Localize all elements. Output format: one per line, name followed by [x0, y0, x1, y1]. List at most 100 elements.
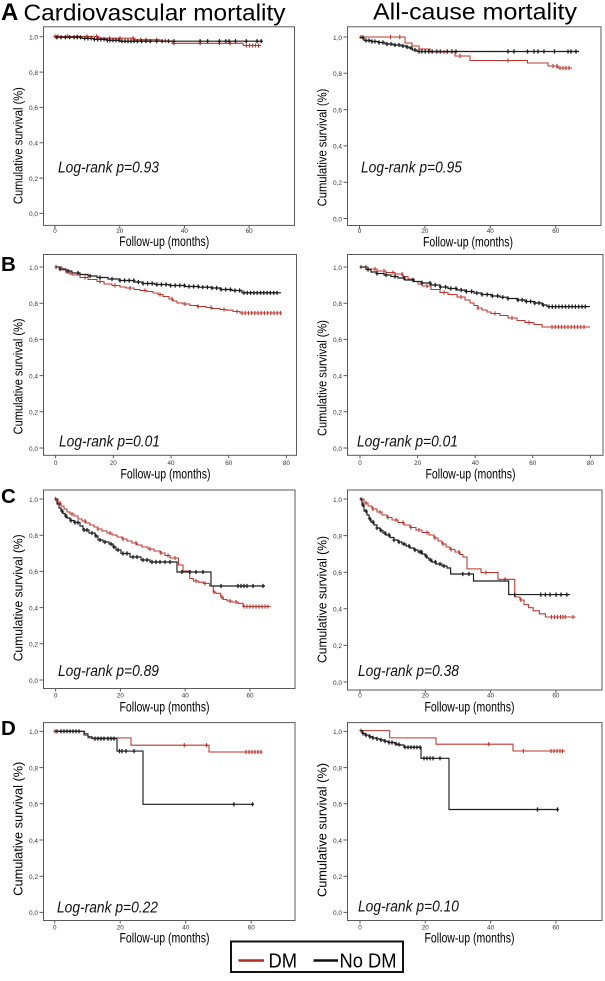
svg-text:0,2: 0,2 [29, 874, 38, 881]
svg-text:Follow-up (months): Follow-up (months) [120, 930, 210, 946]
svg-text:0,2: 0,2 [333, 180, 342, 187]
svg-text:Follow-up (months): Follow-up (months) [423, 233, 513, 249]
svg-text:20: 20 [422, 924, 430, 931]
svg-text:0,6: 0,6 [333, 570, 342, 577]
svg-text:0,2: 0,2 [333, 874, 342, 881]
svg-text:0,8: 0,8 [333, 765, 342, 772]
svg-text:40: 40 [167, 460, 175, 467]
svg-text:Cumulative survival (%): Cumulative survival (%) [11, 762, 26, 896]
svg-text:0,0: 0,0 [333, 680, 342, 687]
svg-text:0,0: 0,0 [333, 446, 342, 453]
svg-text:80: 80 [283, 460, 291, 467]
svg-text:0: 0 [358, 460, 362, 467]
svg-text:40: 40 [487, 924, 495, 931]
svg-text:0: 0 [358, 924, 362, 931]
svg-text:0,2: 0,2 [29, 176, 38, 183]
svg-text:Follow-up (months): Follow-up (months) [120, 698, 210, 714]
svg-text:0,0: 0,0 [29, 211, 38, 218]
svg-text:0,6: 0,6 [333, 337, 342, 344]
svg-text:Follow-up (months): Follow-up (months) [119, 233, 209, 249]
svg-text:60: 60 [529, 460, 537, 467]
svg-text:Follow-up (months): Follow-up (months) [425, 698, 515, 714]
svg-text:0,0: 0,0 [333, 216, 342, 223]
svg-text:No DM: No DM [340, 950, 397, 973]
svg-text:20: 20 [117, 924, 125, 931]
svg-text:0,4: 0,4 [29, 838, 38, 845]
svg-text:Cumulative survival (%): Cumulative survival (%) [11, 534, 26, 661]
svg-text:C: C [1, 485, 16, 508]
svg-text:Follow-up (months): Follow-up (months) [425, 930, 515, 946]
svg-text:0: 0 [53, 924, 57, 931]
svg-text:0,8: 0,8 [29, 70, 38, 77]
svg-text:1,0: 1,0 [333, 497, 342, 504]
svg-text:Cardiovascular mortality: Cardiovascular mortality [24, 0, 286, 26]
svg-text:Log-rank p=0.22: Log-rank p=0.22 [57, 900, 158, 917]
svg-text:0,6: 0,6 [29, 802, 38, 809]
svg-text:Follow-up (months): Follow-up (months) [426, 465, 516, 481]
svg-text:0,8: 0,8 [333, 71, 342, 78]
svg-text:DM: DM [269, 950, 298, 973]
svg-text:1,0: 1,0 [333, 35, 342, 42]
svg-text:80: 80 [587, 460, 595, 467]
svg-text:1,0: 1,0 [29, 497, 38, 504]
svg-text:Log-rank p=0.01: Log-rank p=0.01 [59, 434, 160, 451]
svg-text:0,2: 0,2 [29, 642, 38, 649]
svg-text:60: 60 [225, 460, 233, 467]
svg-text:Log-rank p=0.93: Log-rank p=0.93 [58, 160, 159, 177]
svg-text:0: 0 [358, 693, 362, 700]
svg-text:0,4: 0,4 [333, 373, 342, 380]
svg-text:Follow-up (months): Follow-up (months) [121, 465, 211, 481]
svg-text:1,0: 1,0 [29, 35, 38, 42]
svg-text:Log-rank p=0.10: Log-rank p=0.10 [358, 899, 459, 916]
svg-text:0,4: 0,4 [29, 141, 38, 148]
svg-text:Cumulative survival (%): Cumulative survival (%) [11, 87, 26, 204]
svg-text:Log-rank p=0.89: Log-rank p=0.89 [58, 663, 159, 680]
svg-text:20: 20 [414, 460, 422, 467]
svg-text:0,8: 0,8 [29, 765, 38, 772]
svg-text:0: 0 [358, 228, 362, 235]
svg-text:60: 60 [246, 693, 254, 700]
svg-text:B: B [1, 253, 16, 276]
svg-text:0: 0 [53, 228, 57, 235]
svg-text:60: 60 [246, 228, 254, 235]
svg-text:0: 0 [54, 693, 58, 700]
svg-text:Log-rank p=0.95: Log-rank p=0.95 [361, 160, 462, 177]
svg-text:20: 20 [117, 693, 125, 700]
svg-text:0,0: 0,0 [29, 678, 38, 685]
svg-text:Cumulative survival (%): Cumulative survival (%) [11, 318, 26, 434]
svg-text:0,8: 0,8 [333, 301, 342, 308]
svg-text:60: 60 [248, 924, 256, 931]
svg-text:60: 60 [552, 924, 560, 931]
svg-text:0,2: 0,2 [333, 410, 342, 417]
svg-text:0,6: 0,6 [29, 569, 38, 576]
svg-text:0,0: 0,0 [333, 910, 342, 917]
svg-text:Cumulative survival (%): Cumulative survival (%) [314, 89, 329, 207]
svg-text:0,8: 0,8 [29, 301, 38, 308]
svg-text:0,8: 0,8 [333, 533, 342, 540]
svg-text:0,0: 0,0 [29, 910, 38, 917]
svg-text:40: 40 [182, 693, 190, 700]
svg-text:1,0: 1,0 [333, 265, 342, 272]
svg-text:0,4: 0,4 [29, 605, 38, 612]
svg-text:1,0: 1,0 [29, 729, 38, 736]
svg-text:0,4: 0,4 [333, 144, 342, 151]
svg-text:A: A [1, 0, 18, 26]
svg-text:1,0: 1,0 [333, 729, 342, 736]
svg-text:0,6: 0,6 [333, 107, 342, 114]
svg-text:60: 60 [552, 228, 560, 235]
svg-text:20: 20 [422, 693, 430, 700]
svg-text:20: 20 [421, 228, 429, 235]
svg-text:0,6: 0,6 [333, 802, 342, 809]
svg-text:0,2: 0,2 [29, 410, 38, 417]
svg-text:Log-rank p=0.38: Log-rank p=0.38 [358, 663, 459, 680]
svg-text:40: 40 [182, 924, 190, 931]
svg-text:0,4: 0,4 [29, 373, 38, 380]
svg-text:Log-rank p=0.01: Log-rank p=0.01 [357, 434, 458, 451]
svg-text:1,0: 1,0 [29, 265, 38, 272]
svg-text:20: 20 [110, 460, 118, 467]
svg-text:Cumulative survival (%): Cumulative survival (%) [314, 536, 329, 663]
svg-text:Cumulative survival (%): Cumulative survival (%) [314, 320, 329, 436]
svg-text:All-cause mortality: All-cause mortality [373, 0, 577, 25]
svg-text:20: 20 [116, 228, 124, 235]
svg-text:40: 40 [472, 460, 480, 467]
